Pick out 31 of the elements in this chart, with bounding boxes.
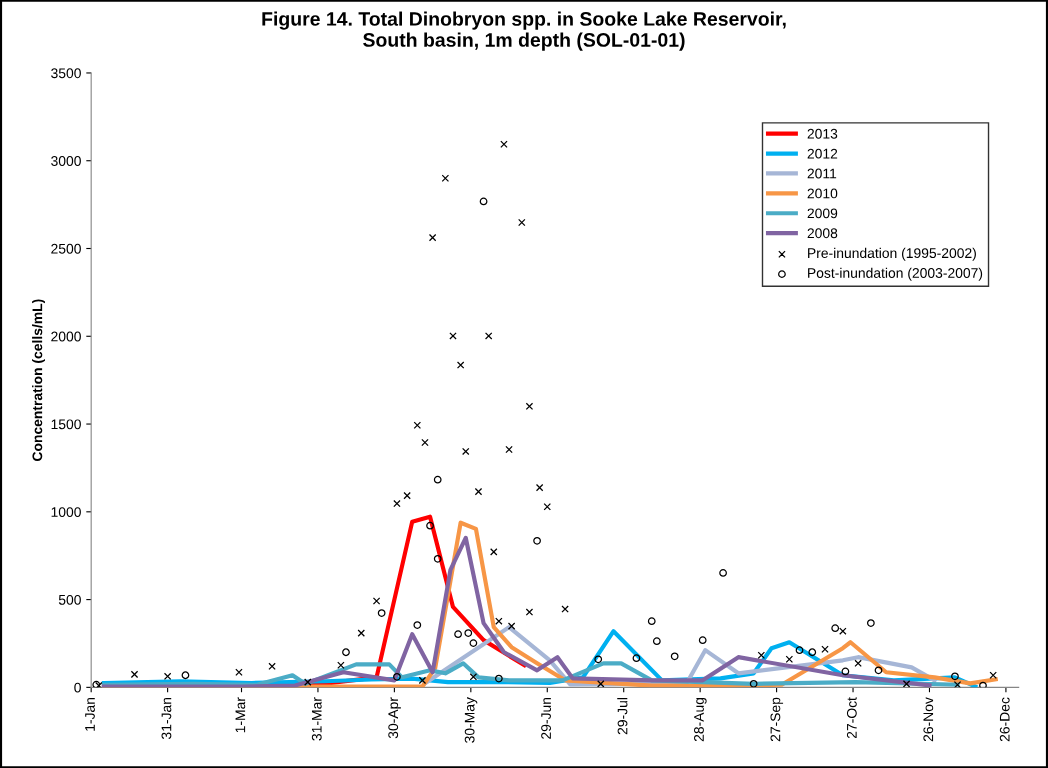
y-tick-label: 3000 xyxy=(51,156,81,166)
legend-label: 2008 xyxy=(807,228,838,239)
legend-label: 2011 xyxy=(807,168,837,179)
legend-label: 2010 xyxy=(807,188,838,199)
y-tick-label: 3500 xyxy=(51,68,81,79)
x-tick-label: 28-Aug xyxy=(694,697,707,742)
x-tick-label: 1-Mar xyxy=(235,697,246,733)
y-tick-label: 2000 xyxy=(51,331,81,342)
legend-label: 2013 xyxy=(807,128,838,139)
y-tick-label: 2500 xyxy=(51,243,81,254)
x-tick-label: 26-Nov xyxy=(923,697,934,742)
y-tick-label: 1000 xyxy=(51,507,81,517)
x-tick-label: 29-Jul xyxy=(617,698,628,735)
y-tick-label: 1500 xyxy=(51,419,81,430)
legend-label: Post-inundation (2003-2007) xyxy=(808,267,983,281)
x-tick-label: 31-Mar xyxy=(311,697,322,741)
legend-label: Pre-inundation (1995-2002) xyxy=(808,247,976,261)
legend-label: 2012 xyxy=(807,148,838,159)
x-tick-label: 27-Oct xyxy=(846,697,857,739)
y-axis-title: Concentration (cells/mL) xyxy=(32,299,45,461)
x-tick-label: 29-Jun xyxy=(541,697,551,739)
y-tick-label: 0 xyxy=(74,682,81,693)
y-tick-label: 500 xyxy=(58,594,81,605)
x-tick-label: 1-Jan xyxy=(85,697,95,731)
legend-label: 2009 xyxy=(807,208,838,219)
x-tick-label: 30-Apr xyxy=(388,697,401,739)
x-tick-label: 31-Jan xyxy=(161,697,172,740)
x-tick-label: 27-Sep xyxy=(770,697,784,742)
chart-title: Figure 14. Total Dinobryon spp. in Sooke Lake Reservoir, South basin, 1m depth (SOL-01-01) xyxy=(262,11,786,51)
x-tick-label: 30-May xyxy=(464,697,478,743)
x-tick-label: 26-Dec xyxy=(999,697,1010,742)
